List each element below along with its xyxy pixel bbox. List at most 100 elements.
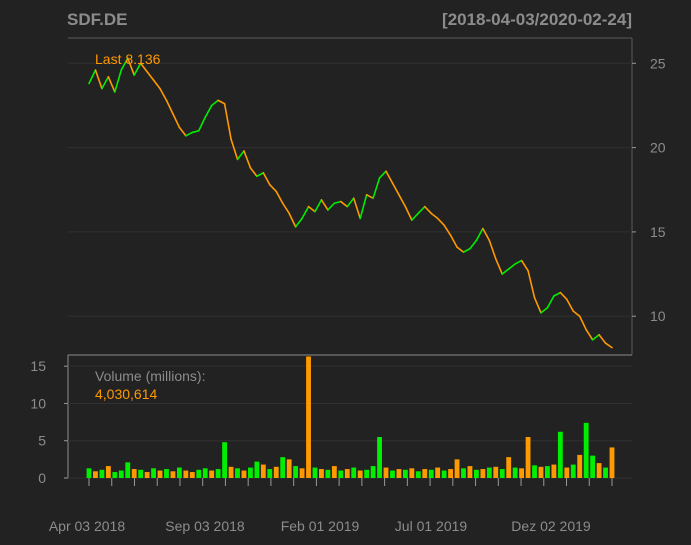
volume-bar [454,459,460,478]
volume-bar [306,356,311,478]
price-segment [146,70,155,81]
volume-bar [183,470,189,478]
x-tick-label: Feb 01 2019 [281,518,360,534]
volume-bar [338,470,344,478]
volume-bar [144,472,150,478]
volume-bar [564,467,570,478]
price-segment [501,268,510,275]
price-segment [398,194,407,208]
price-segment [449,234,458,248]
price-segment [572,310,581,318]
volume-y-axis: 15 10 5 0 [30,358,68,486]
price-tick-label: 15 [650,224,666,240]
volume-bar [415,471,421,478]
price-segment [462,247,471,253]
volume-bar [383,467,389,478]
price-segment [133,62,142,76]
volume-bar [273,466,279,478]
price-segment [159,87,168,102]
volume-bar [241,470,247,478]
volume-bar [325,469,331,478]
price-segment [294,217,303,228]
x-tick-label: Sep 03 2018 [165,518,245,534]
price-segment [268,183,278,193]
volume-bar [118,470,124,478]
volume-bar [202,468,208,478]
price-segment [327,202,336,211]
volume-bar [512,467,518,478]
volume-bar [577,454,583,478]
price-segment [210,99,219,107]
price-segment [559,291,568,301]
volume-bar [377,437,382,478]
volume-bar [293,466,299,478]
price-segment [262,172,271,186]
date-range: [2018-04-03/2020-02-24] [442,10,632,29]
x-tick-label: Apr 03 2018 [49,518,125,534]
volume-bar [164,469,169,478]
price-segment [365,194,374,199]
price-segment [165,99,174,115]
price-segment [217,99,226,105]
volume-bar [280,457,286,478]
price-segment [520,259,529,272]
volume-bar [319,469,324,478]
price-segment [152,79,161,90]
volume-bar [357,470,363,478]
price-segment [372,177,381,199]
volume-bar [506,457,512,478]
volume-bar [409,468,415,478]
price-segment [314,199,323,213]
price-segment [411,212,420,221]
price-segment [94,69,103,90]
volume-bar [486,467,492,478]
price-segment [307,205,316,213]
volume-bar [609,447,615,478]
volume-bar [364,469,370,478]
volume-bar [112,472,118,478]
price-segment [333,200,342,205]
volume-bar [344,469,350,478]
price-segment [391,182,400,196]
price-segment [223,102,232,140]
price-segment [527,269,536,299]
price-segment [243,150,252,169]
price-segment [340,200,349,208]
chart-title: SDF.DE [67,10,127,29]
price-segment [236,150,245,161]
price-segment [107,75,116,93]
price-segment [469,239,478,250]
volume-bar [99,469,105,478]
volume-bar [235,468,240,478]
price-segment [540,306,549,314]
price-segment [185,131,194,137]
volume-bar [493,466,499,478]
volume-bar [532,465,537,478]
volume-bar [267,469,273,478]
volume-bar [247,467,253,478]
volume-bar [473,469,479,478]
price-segment [585,328,594,341]
volume-bar [157,470,163,478]
volume-bar [222,442,228,478]
x-tick-label: Jul 01 2019 [395,518,468,534]
price-segment [378,170,387,179]
last-price-label: Last 8.136 [95,51,161,67]
volume-bar [441,470,447,478]
volume-bar [583,422,589,478]
volume-bar [176,467,182,478]
price-segment [436,217,445,226]
price-segment [191,129,200,134]
volume-bar [467,466,473,478]
volume-tick-label: 15 [30,358,46,374]
price-segment [88,69,97,85]
volume-tick-label: 10 [30,395,46,411]
price-segment [359,194,368,220]
price-segment [101,75,110,90]
volume-bar [196,469,202,478]
volume-bar [93,471,98,478]
price-segment [578,315,587,331]
volume-bar [209,470,215,478]
